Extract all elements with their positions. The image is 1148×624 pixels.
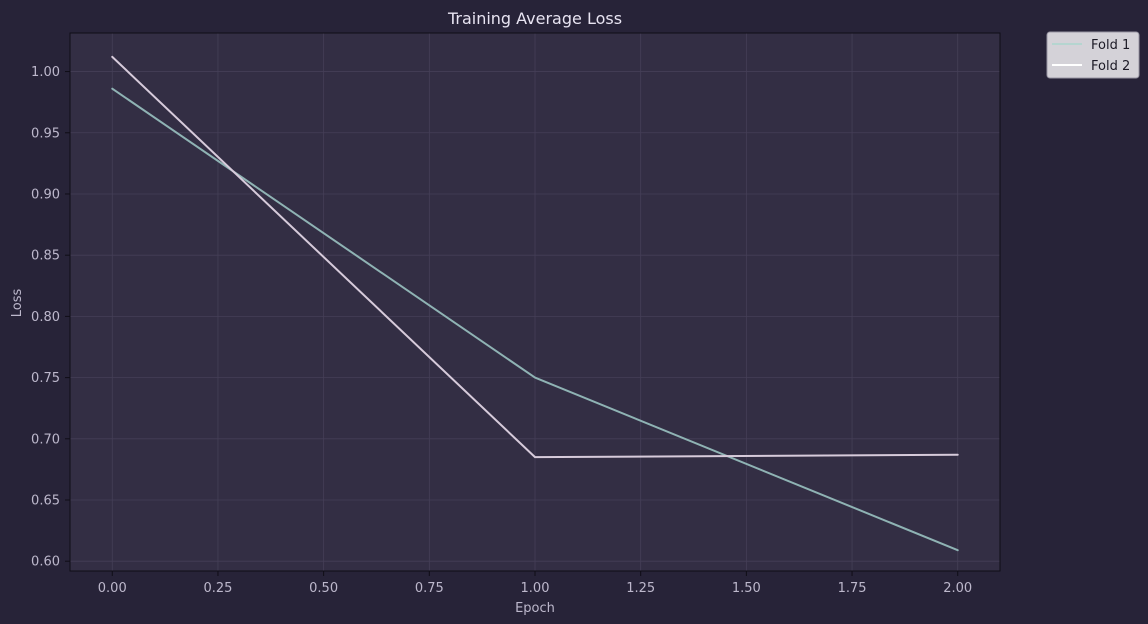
x-axis-label: Epoch (515, 601, 555, 616)
legend: Fold 1 Fold 2 (1046, 31, 1140, 79)
y-tick-label: 0.85 (31, 249, 60, 264)
series-line-fold-1 (111, 87, 959, 552)
x-axis-ticks: 0.00 0.25 0.50 0.75 1.00 1.25 1.50 1.75 2.00 (98, 571, 972, 596)
x-tick-label: 1.75 (838, 581, 867, 596)
series-lines (111, 55, 959, 552)
x-tick-label: 1.25 (626, 581, 655, 596)
legend-label-fold-1: Fold 1 (1091, 38, 1130, 53)
x-tick-label: 0.50 (309, 581, 338, 596)
y-tick-label: 0.75 (31, 371, 60, 386)
y-tick-label: 0.65 (31, 494, 60, 509)
y-tick-label: 0.70 (31, 432, 60, 447)
y-axis-label: Loss (10, 289, 25, 318)
series-line-fold-2 (111, 55, 959, 459)
y-tick-label: 0.60 (31, 555, 60, 570)
y-tick-label: 0.90 (31, 187, 60, 202)
x-tick-label: 1.50 (732, 581, 761, 596)
x-tick-label: 0.75 (415, 581, 444, 596)
y-tick-label: 0.80 (31, 310, 60, 325)
x-tick-label: 0.25 (203, 581, 232, 596)
x-tick-label: 1.00 (521, 581, 550, 596)
grid-lines (70, 33, 1000, 571)
y-tick-label: 0.95 (31, 126, 60, 141)
y-axis-ticks: 0.60 0.65 0.70 0.75 0.80 0.85 0.90 0.95 1.00 (31, 65, 70, 570)
x-tick-label: 0.00 (98, 581, 127, 596)
x-tick-label: 2.00 (943, 581, 972, 596)
legend-label-fold-2: Fold 2 (1091, 59, 1130, 74)
chart-title: Training Average Loss (447, 9, 622, 28)
y-tick-label: 1.00 (31, 65, 60, 80)
